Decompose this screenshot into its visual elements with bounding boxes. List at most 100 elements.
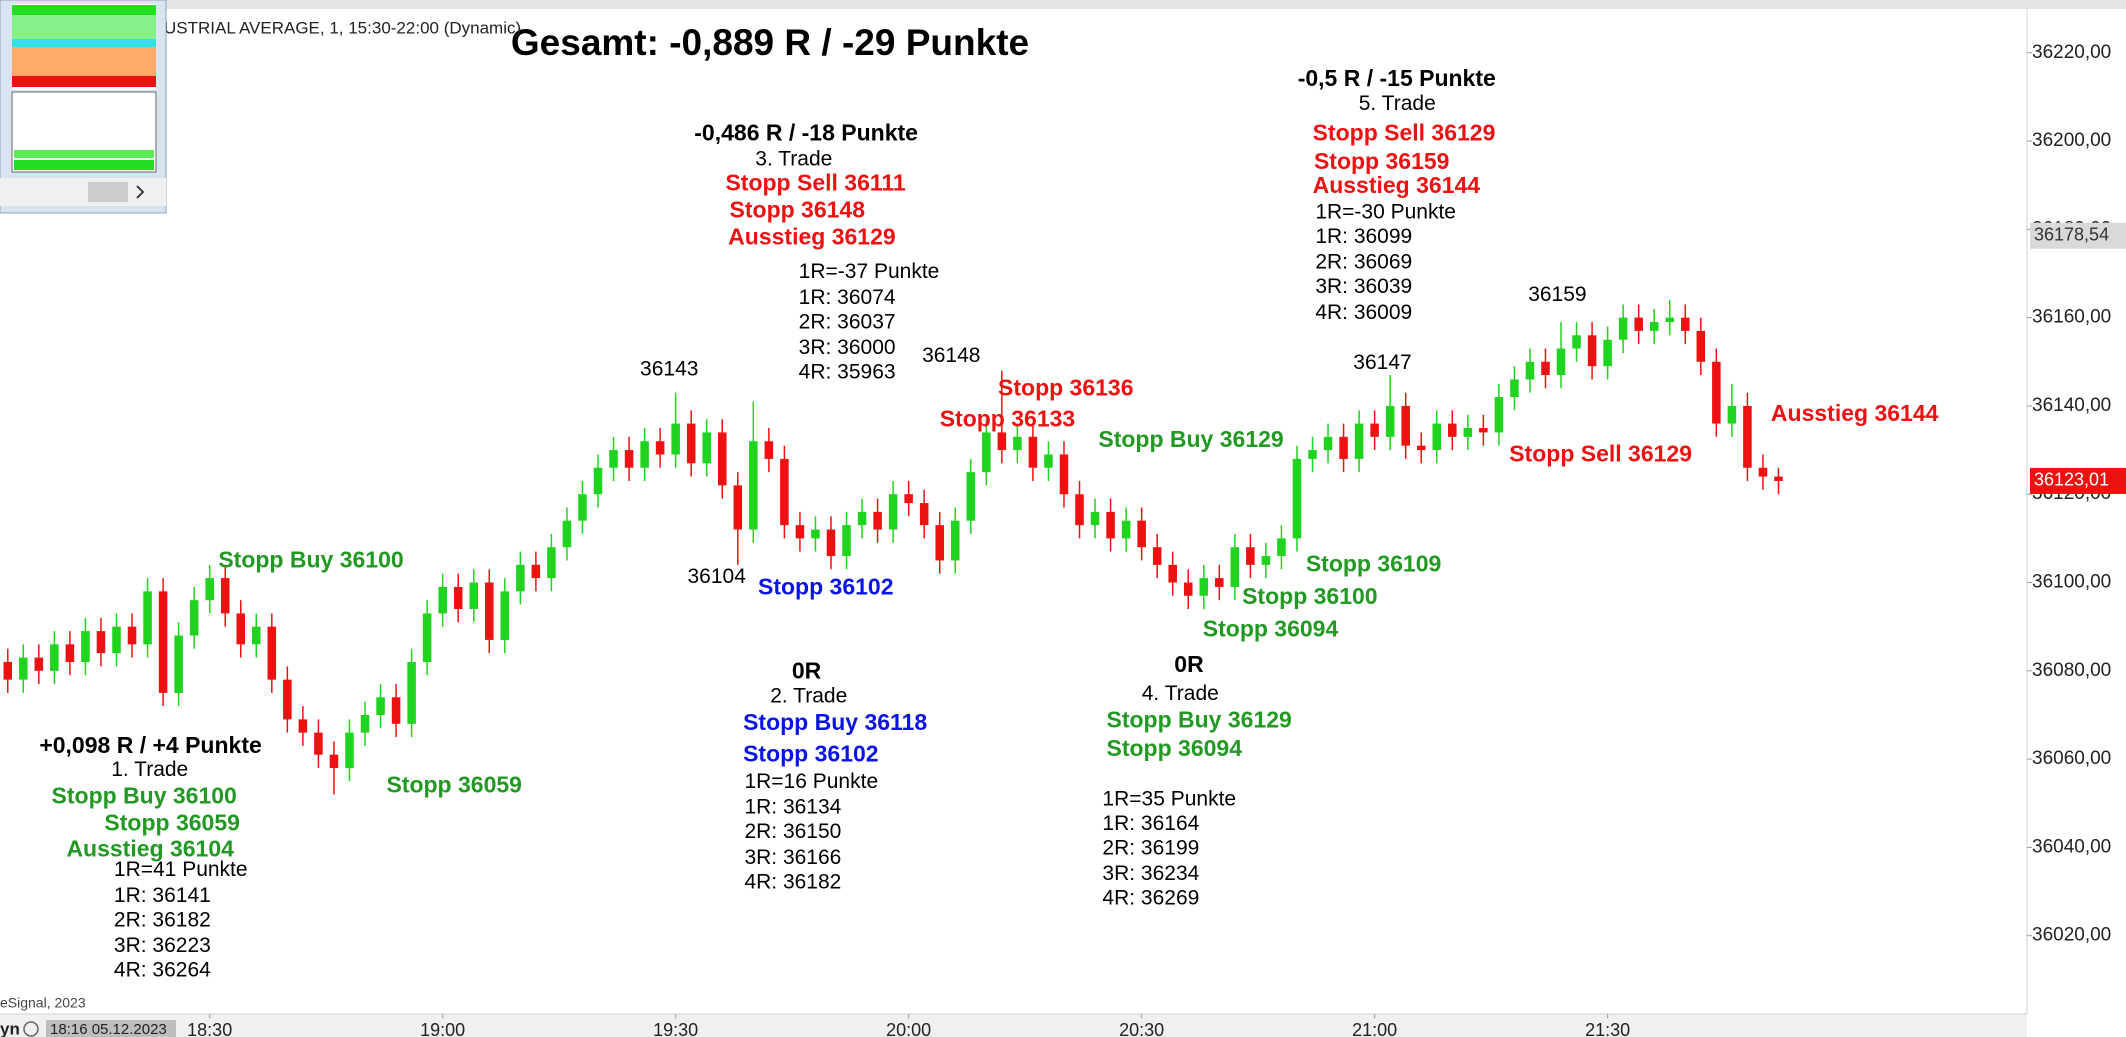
annotation: Ausstieg 36144 xyxy=(1313,172,1481,198)
candle-body xyxy=(1774,476,1783,481)
lock-icon xyxy=(23,1021,39,1037)
scroll-arrow[interactable] xyxy=(136,185,145,199)
price-marker-label: 36123,01 xyxy=(2034,470,2109,490)
candle-body xyxy=(842,525,851,557)
annotation: 4R: 36264 xyxy=(114,958,211,981)
candle-body xyxy=(764,441,774,459)
candle-body xyxy=(1463,428,1473,437)
candle-body xyxy=(1339,436,1348,459)
candle-body xyxy=(252,626,261,645)
candle-body xyxy=(1215,578,1224,587)
candle-body xyxy=(189,600,199,636)
candle-body xyxy=(267,626,277,680)
annotation: 2. Trade xyxy=(770,685,847,708)
candle-body xyxy=(717,432,727,486)
annotation: Stopp Buy 36118 xyxy=(743,709,927,735)
candle-body xyxy=(1681,317,1690,331)
candle-body xyxy=(1230,547,1240,587)
annotation: 4R: 36009 xyxy=(1315,301,1412,324)
annotation: 1R: 36164 xyxy=(1102,812,1199,835)
candle-body xyxy=(655,441,665,455)
annotation: 36147 xyxy=(1353,351,1411,374)
annotation: Stopp Sell 36129 xyxy=(1509,441,1692,467)
candle-body xyxy=(143,591,152,645)
y-tick-label: 36100,00 xyxy=(2032,572,2111,593)
annotation: 36104 xyxy=(687,565,746,588)
x-tick-label: 18:30 xyxy=(187,1020,232,1037)
candle-body xyxy=(1261,556,1271,565)
candle-body xyxy=(1758,467,1768,477)
candle-body xyxy=(19,657,28,680)
x-tick-label: 19:00 xyxy=(420,1020,465,1037)
annotation: 1R: 36099 xyxy=(1315,225,1412,248)
annotation: 3R: 36039 xyxy=(1315,275,1412,298)
annotation: 1R=16 Punkte xyxy=(744,770,878,793)
annotation: 1R: 36134 xyxy=(744,796,841,819)
level-bar xyxy=(12,15,156,39)
candle-body xyxy=(1106,511,1115,539)
candle-body xyxy=(158,591,168,693)
annotation: Ausstieg 36129 xyxy=(728,224,895,250)
annotation: 36148 xyxy=(922,344,980,367)
widget-window xyxy=(0,0,167,214)
y-tick-label: 36060,00 xyxy=(2032,748,2111,769)
annotation: 2R: 36037 xyxy=(799,310,896,333)
level-bar xyxy=(14,160,154,170)
candle-body xyxy=(749,441,758,530)
y-tick-label: 36080,00 xyxy=(2032,660,2111,681)
y-tick-label: 36040,00 xyxy=(2032,836,2111,857)
candle-body xyxy=(453,586,463,610)
candle-body xyxy=(1168,564,1177,583)
scrollbar[interactable] xyxy=(0,178,166,206)
candle-body xyxy=(1510,379,1519,398)
candle-body xyxy=(65,644,75,662)
annotation: Stopp Buy 36129 xyxy=(1098,426,1283,452)
candle-body xyxy=(112,626,121,654)
candle-body xyxy=(935,525,944,561)
annotation: 1R: 36141 xyxy=(114,884,211,907)
candle-body xyxy=(1416,445,1426,451)
candle-body xyxy=(702,432,712,464)
candle-body xyxy=(485,582,494,640)
candle-body xyxy=(329,754,339,768)
candle-body xyxy=(1028,436,1038,468)
annotation: Stopp 36094 xyxy=(1203,616,1339,642)
annotation: Stopp 36094 xyxy=(1106,735,1242,761)
candle-body xyxy=(1556,348,1566,376)
annotation: 3R: 36000 xyxy=(799,336,896,359)
candle-body xyxy=(1059,454,1069,495)
scroll-thumb[interactable] xyxy=(88,182,128,202)
x-tick-label: 20:30 xyxy=(1119,1020,1164,1037)
annotation: Stopp 36100 xyxy=(1242,583,1378,609)
annotation: 0R xyxy=(792,658,822,684)
candle-body xyxy=(1137,520,1146,548)
candle-body xyxy=(1013,436,1022,451)
candle-body xyxy=(3,661,13,680)
candle-body xyxy=(1044,454,1053,468)
candle-body xyxy=(236,613,246,645)
candle-body xyxy=(205,578,214,601)
annotation: Stopp Buy 36129 xyxy=(1106,706,1291,732)
candle-body xyxy=(950,520,960,561)
level-bar xyxy=(12,5,156,15)
annotation: 2R: 36150 xyxy=(744,820,841,843)
annotation: Stopp 36059 xyxy=(104,810,240,836)
candle-body xyxy=(904,494,913,504)
annotation: 2R: 36182 xyxy=(114,908,211,931)
annotation: -0,486 R / -18 Punkte xyxy=(694,119,918,145)
level-bar xyxy=(14,150,154,158)
level-bar xyxy=(12,39,156,47)
price-marker xyxy=(2030,467,2126,494)
annotation: 2R: 36199 xyxy=(1102,836,1199,859)
plot-area xyxy=(3,299,1783,795)
candle-body xyxy=(1494,397,1504,433)
cursor-time: 18:16 05.12.2023 xyxy=(50,1021,167,1037)
candle-body xyxy=(624,450,634,468)
candle-body xyxy=(640,441,649,468)
candle-body xyxy=(127,626,137,645)
annotation: 36143 xyxy=(640,358,698,381)
annotation: 3R: 36166 xyxy=(744,846,841,869)
candle-body xyxy=(345,732,354,768)
candle-body xyxy=(1603,339,1612,367)
candle-body xyxy=(1448,423,1457,437)
